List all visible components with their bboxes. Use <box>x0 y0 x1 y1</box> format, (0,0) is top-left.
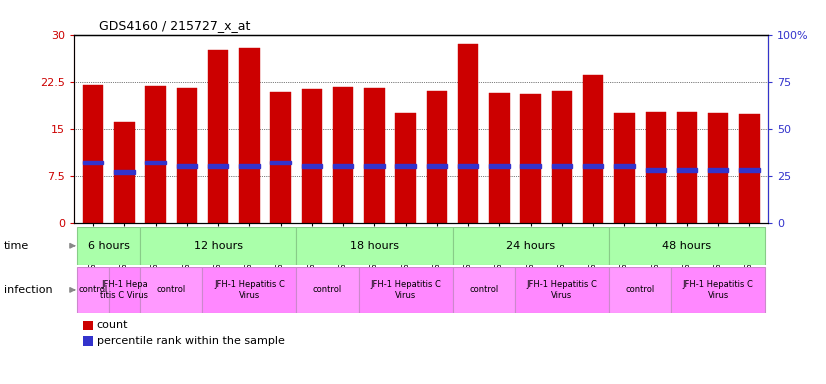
Bar <box>458 44 478 223</box>
Bar <box>615 113 634 223</box>
Bar <box>396 113 415 223</box>
Bar <box>208 50 228 223</box>
Bar <box>240 164 259 168</box>
Bar <box>202 267 297 313</box>
Bar <box>708 168 729 172</box>
Bar <box>489 93 510 223</box>
Bar <box>83 85 103 223</box>
Bar <box>358 267 453 313</box>
Bar <box>645 112 666 223</box>
Bar <box>297 227 453 265</box>
Bar <box>78 227 140 265</box>
Bar <box>676 112 697 223</box>
Bar <box>739 114 760 223</box>
Text: JFH-1 Hepatitis C
Virus: JFH-1 Hepatitis C Virus <box>526 280 597 300</box>
Bar <box>364 88 385 223</box>
Bar <box>208 164 228 168</box>
Text: percentile rank within the sample: percentile rank within the sample <box>97 336 284 346</box>
Text: time: time <box>4 241 30 251</box>
Bar <box>240 48 259 223</box>
Bar <box>552 164 572 168</box>
Bar <box>114 170 135 174</box>
Bar <box>739 168 760 172</box>
Bar <box>301 89 322 223</box>
Bar <box>515 267 609 313</box>
Bar <box>140 267 202 313</box>
Text: control: control <box>313 285 342 295</box>
Text: 24 hours: 24 hours <box>506 241 555 251</box>
Bar <box>297 267 358 313</box>
Bar <box>145 86 166 223</box>
Text: control: control <box>157 285 186 295</box>
Bar <box>177 88 197 223</box>
Bar <box>83 161 103 164</box>
Text: JFH-1 Hepatitis C
Virus: JFH-1 Hepatitis C Virus <box>683 280 753 300</box>
Bar <box>114 122 135 223</box>
Bar <box>615 164 634 168</box>
Text: count: count <box>97 320 128 331</box>
Bar <box>270 92 291 223</box>
Text: 6 hours: 6 hours <box>88 241 130 251</box>
Bar <box>489 164 510 168</box>
Bar <box>140 227 297 265</box>
Bar <box>645 168 666 172</box>
Bar <box>364 164 385 168</box>
Bar <box>145 161 166 164</box>
Bar <box>109 267 140 313</box>
Bar <box>78 267 109 313</box>
Bar <box>301 164 322 168</box>
Bar <box>333 87 354 223</box>
Bar <box>583 164 603 168</box>
Bar <box>458 164 478 168</box>
Text: control: control <box>625 285 655 295</box>
Text: 12 hours: 12 hours <box>193 241 243 251</box>
Bar <box>552 91 572 223</box>
Text: JFH-1 Hepa
titis C Virus: JFH-1 Hepa titis C Virus <box>100 280 149 300</box>
Bar <box>583 75 603 223</box>
Bar <box>177 164 197 168</box>
Bar <box>520 164 541 168</box>
Text: control: control <box>469 285 498 295</box>
Bar <box>676 168 697 172</box>
Bar <box>453 227 609 265</box>
Bar <box>427 91 447 223</box>
Text: control: control <box>78 285 107 295</box>
Bar <box>708 113 729 223</box>
Bar <box>453 267 515 313</box>
Bar <box>609 267 672 313</box>
Text: JFH-1 Hepatitis C
Virus: JFH-1 Hepatitis C Virus <box>214 280 285 300</box>
Text: 18 hours: 18 hours <box>350 241 399 251</box>
Text: infection: infection <box>4 285 53 295</box>
Bar <box>333 164 354 168</box>
Bar <box>672 267 765 313</box>
Bar <box>270 161 291 164</box>
Bar <box>396 164 415 168</box>
Text: 48 hours: 48 hours <box>662 241 711 251</box>
Text: GDS4160 / 215727_x_at: GDS4160 / 215727_x_at <box>99 19 250 32</box>
Text: JFH-1 Hepatitis C
Virus: JFH-1 Hepatitis C Virus <box>370 280 441 300</box>
Bar <box>609 227 765 265</box>
Bar <box>427 164 447 168</box>
Bar <box>520 94 541 223</box>
